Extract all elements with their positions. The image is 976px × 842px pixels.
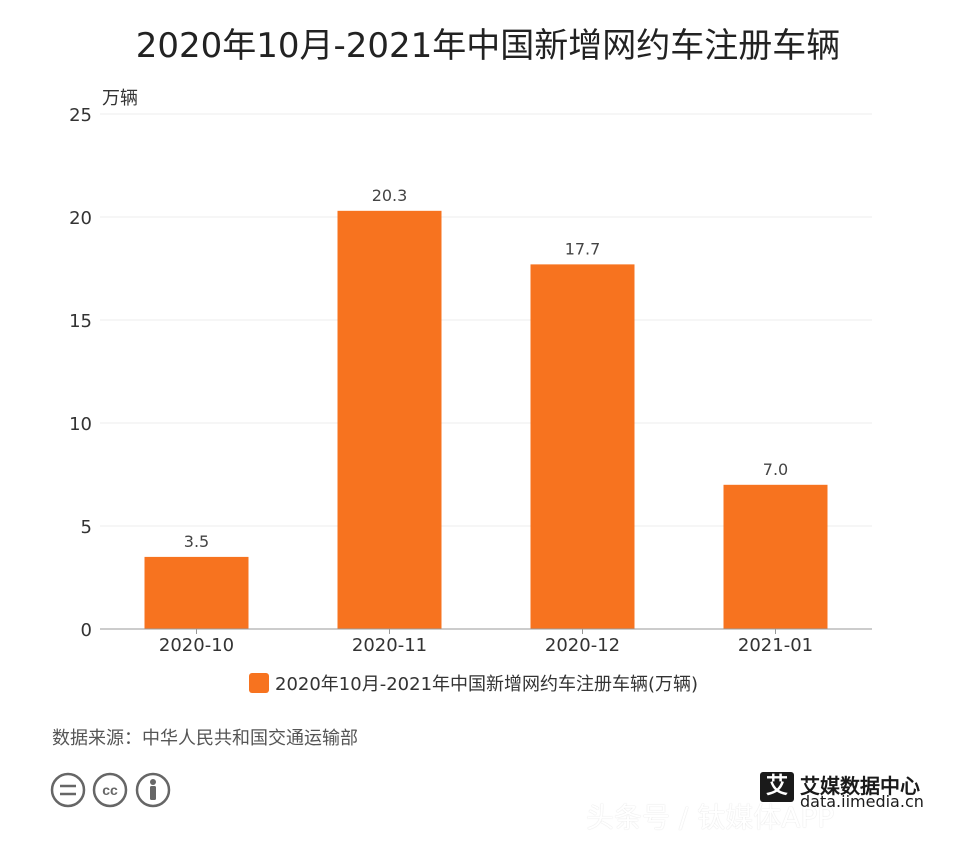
data-label: 20.3 (372, 186, 408, 205)
brand-url: data.iimedia.cn (800, 792, 924, 811)
y-tick-label: 25 (69, 105, 92, 126)
data-label: 7.0 (763, 460, 788, 479)
source-note: 数据来源：中华人民共和国交通运输部 (52, 728, 358, 749)
x-tick-label: 2020-10 (159, 635, 234, 656)
brand-logo-icon: 艾 (760, 772, 794, 802)
brand-watermark: 艾 艾媒数据中心 data.iimedia.cn (760, 770, 976, 830)
legend-swatch (249, 673, 269, 693)
legend-label: 2020年10月-2021年中国新增网约车注册车辆(万辆) (275, 674, 698, 695)
bar (144, 556, 249, 629)
y-tick-label: 10 (69, 414, 92, 435)
cc-icon: cc (92, 772, 128, 808)
data-label: 17.7 (565, 239, 601, 258)
bar (723, 484, 828, 629)
brand-name: 艾媒数据中心 (800, 774, 920, 798)
cc-license-icons: cc (50, 772, 171, 808)
bar (530, 264, 635, 629)
overlay-watermark: 头条号 / 钛媒体APP (586, 801, 835, 834)
x-tick-label: 2020-11 (352, 635, 427, 656)
x-tick-label: 2020-12 (545, 635, 620, 656)
chart-title: 2020年10月-2021年中国新增网约车注册车辆 (135, 26, 841, 66)
data-label: 3.5 (184, 532, 209, 551)
equal-icon (50, 772, 86, 808)
bar-chart: 0 5 10 15 20 25 万辆 3.5 2020-10 20.3 2020-11 17.7 202… (69, 88, 872, 695)
y-tick-label: 5 (81, 517, 92, 538)
y-tick-label: 0 (81, 620, 92, 641)
x-tick-label: 2021-01 (738, 635, 813, 656)
bar (337, 210, 442, 629)
y-tick-label: 15 (69, 311, 92, 332)
person-icon (135, 772, 171, 808)
y-tick-label: 20 (69, 208, 92, 229)
svg-text:cc: cc (102, 782, 118, 798)
y-axis-label: 万辆 (102, 88, 138, 109)
